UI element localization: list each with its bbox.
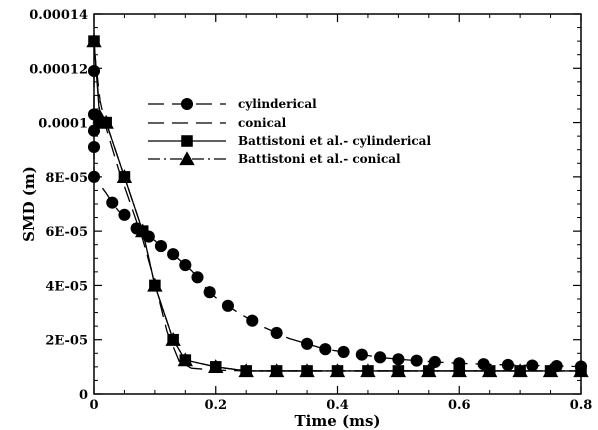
x-tick-label: 0.2 — [204, 398, 227, 413]
data-point — [329, 363, 346, 378]
data-point — [147, 277, 163, 292]
data-point — [512, 363, 528, 378]
series-2 — [88, 35, 587, 377]
y-tick-label: 2E-05 — [45, 334, 88, 349]
data-point — [191, 271, 204, 284]
series-line — [93, 41, 581, 372]
data-point — [299, 363, 315, 378]
data-point — [208, 359, 224, 374]
legend-entry: Battistoni et al.- conical — [148, 151, 401, 166]
legend: cylinderical conical Battistoni et al.- cy… — [148, 97, 431, 166]
data-point — [319, 343, 332, 356]
data-point — [481, 363, 498, 378]
x-tick-label: 0.4 — [326, 398, 349, 413]
legend-label: conical — [238, 116, 287, 130]
data-point — [301, 337, 314, 350]
series-line — [93, 71, 582, 368]
y-axis-label: SMD (m) — [20, 166, 38, 242]
data-point — [165, 332, 181, 346]
plot-frame — [93, 13, 582, 395]
data-point — [451, 363, 467, 378]
y-tick-label: 8E-05 — [45, 171, 88, 186]
series-3 — [86, 33, 589, 378]
data-point — [268, 363, 285, 378]
data-point — [238, 363, 254, 378]
data-point — [392, 353, 405, 366]
data-point — [246, 314, 259, 327]
data-point — [177, 352, 194, 367]
data-point — [167, 248, 180, 261]
data-point — [98, 114, 114, 129]
data-point — [526, 359, 539, 372]
legend-entry: conical — [148, 116, 287, 130]
data-point — [154, 240, 168, 253]
data-point — [337, 345, 350, 358]
data-point — [221, 299, 234, 312]
legend-entry: Battistoni et al.- cylinderical — [148, 134, 431, 148]
legend-label: cylinderical — [238, 97, 317, 111]
legend-marker — [181, 135, 193, 147]
y-tick-label: 0.00012 — [29, 62, 88, 77]
axes: 0 0.2 0.4 0.6 0.8 0 2E-05 4E-05 6E-05 8E-05 0.0001… — [29, 8, 592, 413]
data-point — [270, 326, 283, 339]
data-point — [374, 351, 387, 364]
data-point — [118, 208, 131, 221]
x-tick-label: 0 — [89, 398, 98, 413]
data-point — [116, 169, 133, 184]
legend-marker — [179, 151, 195, 166]
data-point — [428, 355, 441, 369]
legend-label: Battistoni et al.- cylinderical — [238, 134, 431, 148]
data-point — [135, 223, 151, 238]
data-point — [106, 196, 119, 209]
x-tick-label: 0.8 — [570, 398, 593, 413]
y-tick-label: 0.00014 — [29, 8, 88, 23]
y-tick-label: 0.0001 — [38, 117, 88, 132]
x-tick-label: 0.6 — [448, 398, 471, 413]
y-tick-label: 6E-05 — [45, 225, 88, 240]
data-point — [542, 363, 559, 378]
legend-label: Battistoni et al.- conical — [238, 152, 401, 166]
series-0 — [87, 64, 588, 373]
data-point — [421, 363, 437, 378]
data-point — [179, 259, 192, 272]
data-point — [410, 354, 423, 367]
legend-marker — [180, 97, 194, 111]
x-axis-label: Time (ms) — [294, 412, 380, 430]
data-point — [501, 358, 514, 372]
y-tick-label: 4E-05 — [45, 279, 88, 294]
data-point — [355, 348, 368, 361]
data-point — [390, 363, 407, 378]
legend-entry: cylinderical — [148, 97, 317, 111]
plot-area — [86, 33, 589, 378]
data-point — [360, 363, 376, 378]
y-tick-label: 0 — [79, 388, 88, 403]
data-point — [203, 286, 216, 299]
